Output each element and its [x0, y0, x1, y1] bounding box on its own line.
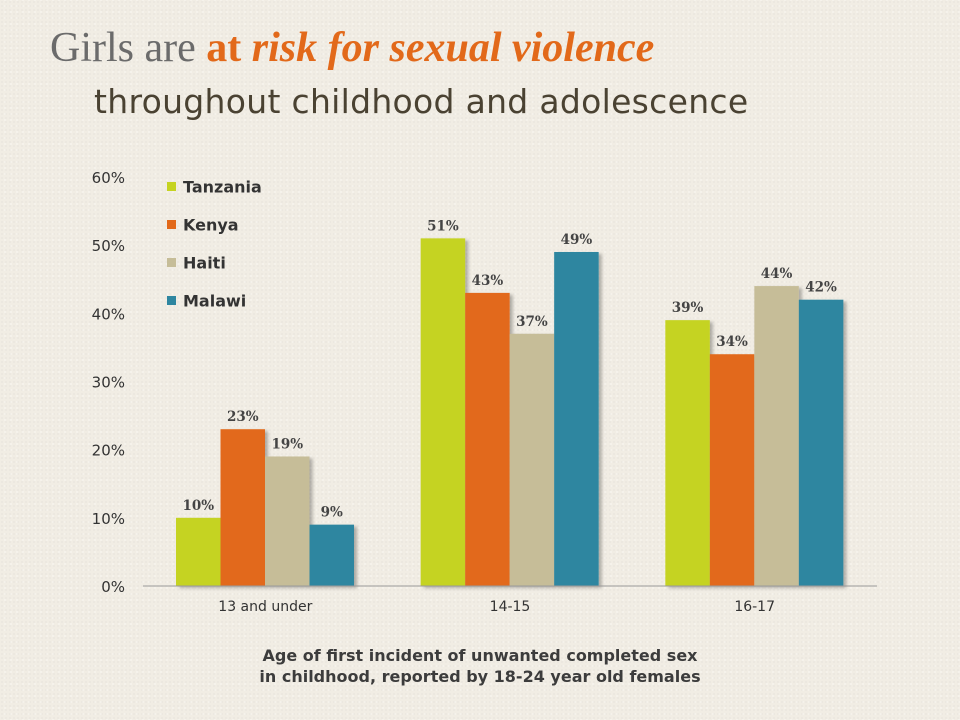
legend-label: Kenya [183, 216, 239, 235]
x-tick-label: 13 and under [218, 599, 312, 615]
bar-tanzania [420, 238, 466, 586]
bar-kenya [220, 429, 265, 586]
legend-swatch-haiti [167, 258, 176, 267]
legend-swatch-malawi [167, 296, 176, 305]
title-accent-rest: risk for sexual violence [251, 25, 655, 71]
legend-label: Tanzania [183, 178, 262, 197]
y-tick-label: 10% [92, 510, 125, 528]
chart-caption: Age of first incident of unwanted comple… [0, 645, 960, 687]
y-tick-label: 0% [101, 578, 125, 596]
data-label: 49% [561, 232, 593, 248]
data-label: 43% [472, 273, 504, 289]
bar-haiti [754, 286, 799, 586]
y-tick-label: 30% [92, 374, 125, 392]
y-tick-label: 40% [92, 305, 125, 323]
bar-tanzania [176, 517, 221, 586]
bar-malawi [798, 299, 844, 586]
page-title: Girls are at risk for sexual violence [50, 24, 654, 72]
bar-kenya [465, 292, 510, 586]
legend-label: Malawi [183, 292, 246, 311]
legend-label: Haiti [183, 254, 226, 273]
x-tick-label: 14-15 [490, 599, 531, 615]
legend: Tanzania Kenya Haiti Malawi [167, 178, 262, 311]
bars [176, 238, 844, 586]
data-label: 51% [427, 218, 459, 234]
page-subtitle: throughout childhood and adolescence [94, 82, 749, 121]
y-tick-label: 60% [92, 169, 125, 187]
y-axis: 0% 10% 20% 30% 40% 50% 60% [92, 169, 125, 596]
bar-malawi [309, 524, 354, 586]
data-label: 39% [672, 300, 704, 316]
bar-kenya [709, 354, 755, 586]
bar-haiti [265, 456, 310, 586]
bar-malawi [554, 251, 599, 586]
data-labels: 10% 23% 19% 9% 51% 43% 37% 49% 39% 34% 44% 42% [182, 218, 837, 520]
caption-line1: Age of first incident of unwanted comple… [262, 646, 698, 665]
title-accent-prefix: at [206, 25, 252, 71]
x-tick-label: 16-17 [734, 599, 775, 615]
title-plain: Girls are [50, 25, 207, 71]
caption-line2: in childhood, reported by 18-24 year old… [259, 667, 701, 686]
data-label: 44% [761, 266, 793, 282]
y-tick-label: 20% [92, 442, 125, 460]
y-tick-label: 50% [92, 237, 125, 255]
bar-haiti [509, 333, 555, 586]
data-label: 10% [182, 498, 214, 514]
legend-swatch-kenya [167, 220, 176, 229]
title-accent: at risk for sexual violence [206, 25, 654, 71]
data-label: 9% [321, 505, 343, 521]
bar-tanzania [665, 320, 710, 586]
data-label: 19% [271, 436, 303, 452]
data-label: 34% [716, 334, 748, 350]
legend-swatch-tanzania [167, 182, 176, 191]
data-label: 42% [805, 280, 837, 296]
data-label: 23% [227, 409, 259, 425]
x-axis: 13 and under 14-15 16-17 [143, 585, 877, 615]
data-label: 37% [516, 314, 548, 330]
bar-chart: 0% 10% 20% 30% 40% 50% 60% 10% 23% 19% 9% 51% 43% 37… [92, 169, 877, 615]
